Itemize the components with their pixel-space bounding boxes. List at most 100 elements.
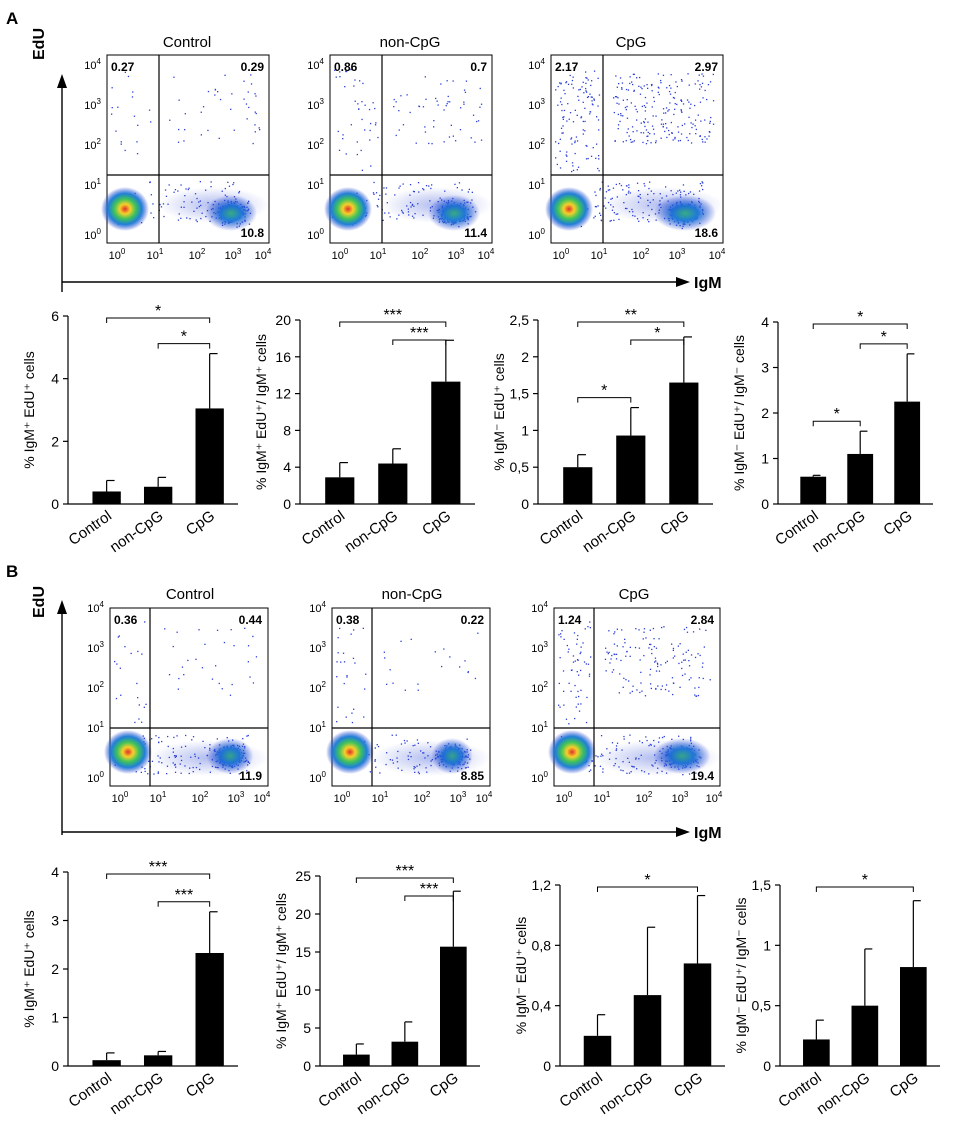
flow-event-dot [688,101,690,103]
flow-event-dot [639,691,641,694]
significance-stars: *** [420,881,439,898]
significance-bracket [812,323,908,329]
flow-event-dot [148,109,151,111]
flow-event-dot [597,105,599,107]
flow-event-dot [585,663,587,665]
flow-event-dot [672,693,674,696]
flow-event-dot [356,153,358,156]
flow-event-dot [153,773,155,775]
flow-event-dot [477,120,480,122]
flow-event-dot [339,71,341,73]
flow-event-dot [132,91,134,93]
flow-event-dot [636,130,638,132]
flow-event-dot [463,103,465,105]
flow-event-dot [555,89,557,91]
panel-b: B EdU IgM Control 0.36 0.44 11.9 1001001… [6,562,940,1118]
flow-event-dot [699,654,701,657]
flow-event-dot [242,738,244,740]
flow-event-dot [623,735,625,738]
flow-event-dot [702,188,704,191]
flow-event-dot [202,106,205,108]
flow-event-dot [144,621,146,623]
flow-event-dot [120,143,122,145]
flow-event-dot [699,88,701,90]
flow-event-dot [147,773,149,775]
flow-density-band [594,740,720,776]
flow-event-dot [201,667,204,669]
flow-event-dot [680,99,682,101]
bar [800,476,827,504]
bar [195,408,224,504]
flow-y-tick: 104 [307,57,324,72]
flow-event-dot [218,682,220,685]
flow-y-tick: 103 [528,97,545,112]
y-tick-label: 4 [51,864,59,880]
flow-event-dot [558,704,560,706]
significance-bracket [577,397,632,403]
flow-event-dot [576,643,578,645]
flow-density-hotspot [101,187,149,231]
flow-event-dot [337,637,339,639]
flow-dots [545,67,723,231]
flow-event-dot [459,666,461,668]
flow-event-dot [124,149,126,152]
flow-event-dot [164,189,167,191]
flow-event-dot [598,158,600,160]
flow-event-dot [574,141,576,144]
flow-event-dot [615,75,617,77]
edu-axis-arrow [57,600,67,614]
flow-event-dot [571,79,574,82]
flow-event-dot [666,136,668,139]
flow-event-dot [598,94,601,96]
flow-event-dot [217,91,219,93]
flow-event-dot [686,136,688,139]
igm-axis-arrow [676,827,690,837]
flow-event-dot [556,163,558,166]
flow-event-dot [643,105,645,107]
flow-event-dot [597,77,599,79]
panel-b-label: B [6,562,18,581]
flow-event-dot [385,193,387,195]
flow-event-dot [232,183,234,186]
flow-event-dot [560,97,562,99]
flow-event-dot [572,76,574,78]
flow-event-dot [374,124,377,126]
flow-event-dot [677,645,679,647]
flow-event-dot [709,81,712,83]
flow-y-tick: 101 [87,720,104,735]
flow-event-dot [250,83,253,85]
flow-event-dot [613,97,615,99]
flow-y-tick: 100 [84,227,101,242]
flow-event-dot [621,88,623,90]
flow-event-dot [230,629,232,631]
flow-event-dot [690,142,693,144]
flow-event-dot [424,131,427,133]
flow-event-dot [618,218,620,221]
flow-event-dot [682,774,684,776]
flow-event-dot [559,167,562,169]
flow-event-dot [445,105,447,107]
flow-event-dot [244,627,246,629]
flow-event-dot [400,95,402,97]
flow-event-dot [393,98,395,101]
flow-event-dot [594,205,597,208]
flow-event-dot [629,76,631,78]
flow-event-dot [571,669,573,671]
y-tick-label: 4 [51,371,59,387]
flow-event-dot [336,676,338,678]
flow-event-dot [641,88,643,90]
flow-event-dot [248,106,250,109]
flow-event-dot [384,212,386,214]
flow-event-dot [417,689,419,691]
flow-event-dot [620,184,623,187]
x-tick-label: non-CpG [107,507,167,556]
flow-event-dot [572,655,575,657]
flow-event-dot [391,734,393,736]
flow-event-dot [661,685,663,687]
flow-event-dot [136,682,138,685]
y-tick-label: 0 [51,496,59,512]
flow-event-dot [681,674,684,677]
flow-event-dot [118,635,120,637]
flow-event-dot [233,182,235,184]
flow-x-tick: 100 [334,790,351,805]
